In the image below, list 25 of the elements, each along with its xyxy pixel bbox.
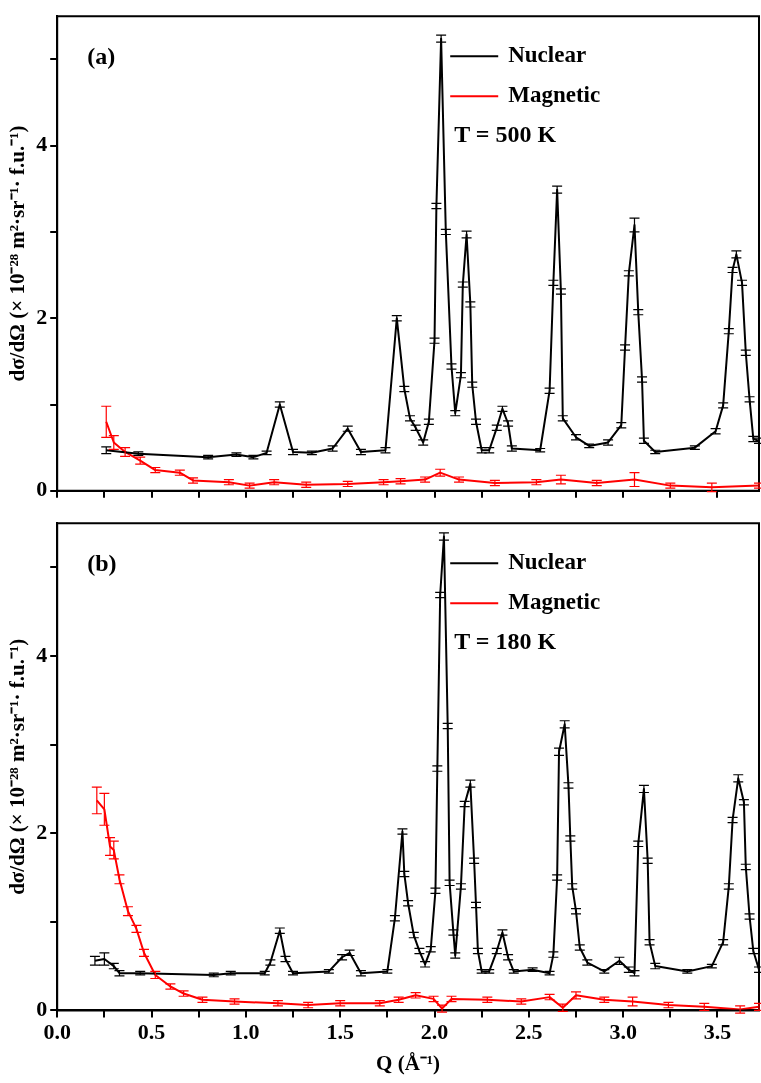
- x-tick-label: 1.0: [232, 1019, 260, 1045]
- y-tick-label: 4: [36, 131, 48, 157]
- x-tick-label: 0.5: [137, 1019, 166, 1045]
- y-tick-label: 4: [36, 641, 48, 667]
- x-tick-label: 3.5: [703, 1019, 732, 1045]
- y-axis-title: dσ/dΩ (× 10⁻²⁸ m²·sr⁻¹· f.u.⁻¹): [5, 125, 30, 382]
- legend-label: Nuclear: [508, 42, 587, 68]
- annotation: (a): [87, 43, 116, 70]
- legend-label: Magnetic: [508, 82, 601, 108]
- annotation: T = 180 K: [454, 628, 557, 655]
- x-tick-label: 2.5: [515, 1019, 543, 1045]
- legend-label: Nuclear: [508, 549, 587, 575]
- x-tick-label: 2.0: [420, 1019, 449, 1045]
- y-tick-label: 0: [36, 476, 48, 502]
- x-tick-label: 1.5: [326, 1019, 354, 1045]
- x-tick-label: 0.0: [43, 1019, 71, 1045]
- y-tick-label: 2: [36, 303, 48, 329]
- y-tick-label: 0: [36, 996, 48, 1022]
- annotation: (b): [87, 550, 117, 577]
- legend-label: Magnetic: [508, 589, 601, 615]
- y-tick-label: 2: [36, 818, 48, 844]
- annotation: T = 500 K: [454, 121, 557, 148]
- y-axis-title: dσ/dΩ (× 10⁻²⁸ m²·sr⁻¹· f.u.⁻¹): [5, 638, 30, 895]
- x-axis-title: Q (Å⁻¹): [376, 1050, 441, 1075]
- x-tick-label: 3.0: [609, 1019, 637, 1045]
